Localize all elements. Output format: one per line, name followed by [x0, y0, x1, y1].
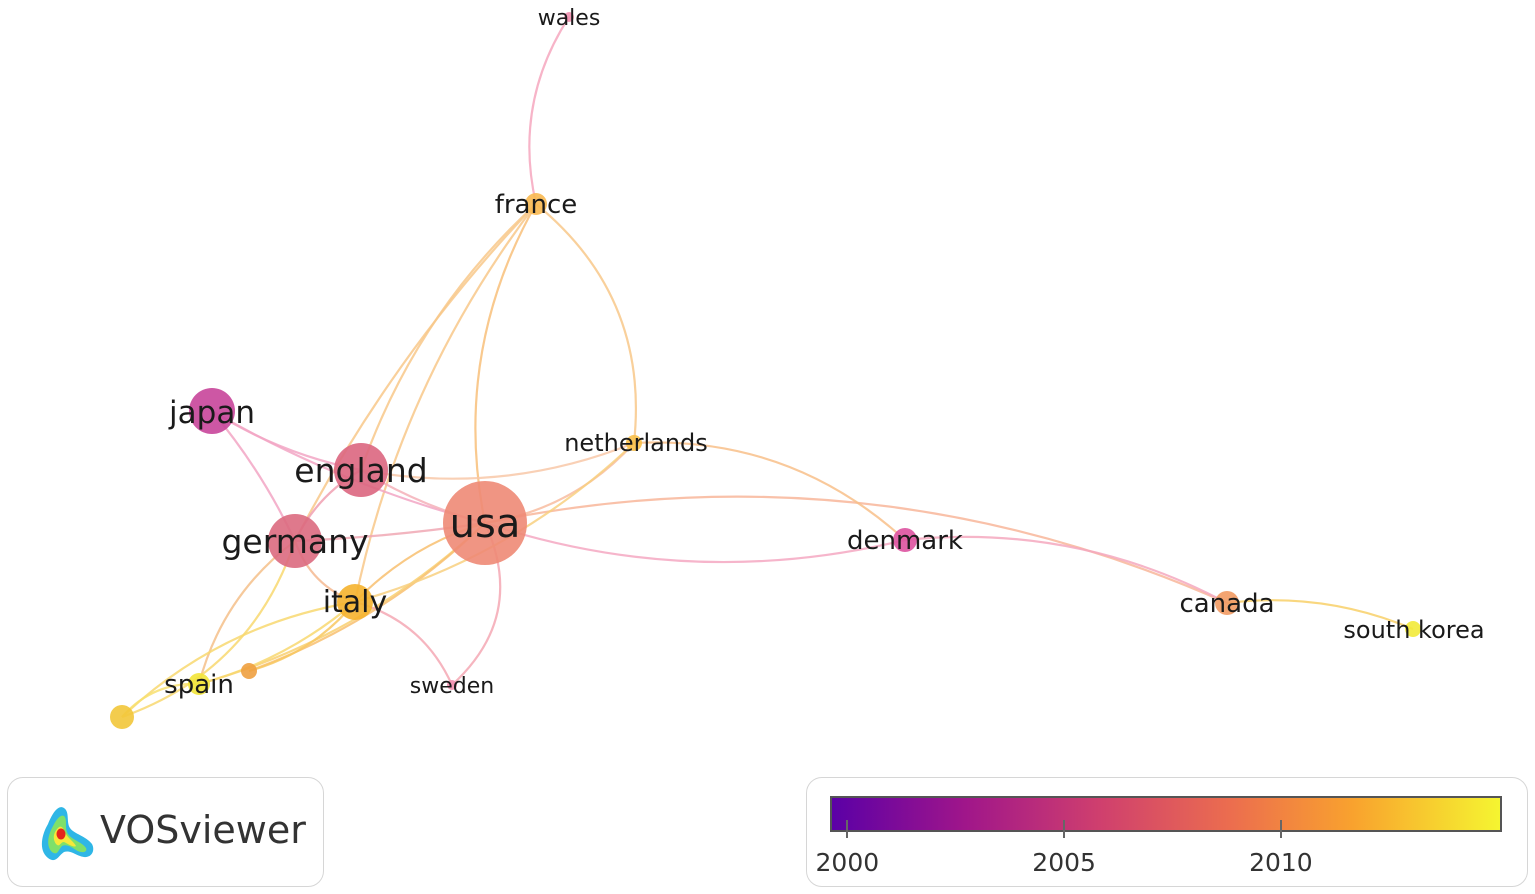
link-wales-france — [528, 16, 570, 205]
vosviewer-logo-icon — [41, 807, 94, 861]
node-label-denmark: denmark — [847, 526, 963, 556]
link-england-netherlands — [360, 441, 635, 480]
node-germany[interactable] — [268, 514, 322, 568]
tick-label-2005: 2005 — [1032, 848, 1096, 877]
tick-mark-2000 — [846, 820, 849, 838]
node-label-spain: spain — [164, 670, 234, 700]
node-unlabeled-a[interactable] — [241, 663, 257, 679]
link-canada-south_korea — [1226, 599, 1414, 631]
node-label-netherlands: netherlands — [564, 429, 708, 457]
node-unlabeled-b[interactable] — [110, 705, 134, 729]
node-south-korea[interactable] — [1405, 621, 1421, 637]
node-italy[interactable] — [337, 584, 373, 620]
node-label-south-korea: south korea — [1343, 616, 1484, 644]
node-label-usa: usa — [450, 501, 521, 547]
label-layer: wales france japan netherlands england usa ger… — [164, 6, 1484, 700]
vosviewer-logo-text: VOSviewer — [100, 808, 306, 852]
link-france-netherlands — [535, 203, 638, 444]
node-label-canada: canada — [1179, 589, 1274, 619]
node-label-france: france — [495, 190, 578, 220]
node-label-sweden: sweden — [410, 674, 494, 699]
vosviewer-logo-panel: VOSviewer — [7, 777, 324, 887]
tick-mark-2010 — [1279, 820, 1282, 838]
link-france-italy — [353, 203, 537, 603]
node-wales[interactable] — [564, 12, 574, 22]
node-label-wales: wales — [538, 6, 601, 31]
link-denmark-canada — [904, 535, 1228, 604]
node-netherlands[interactable] — [626, 435, 642, 451]
node-usa[interactable] — [443, 481, 527, 565]
node-label-japan: japan — [168, 395, 255, 431]
tick-label-2010: 2010 — [1249, 848, 1313, 877]
link-netherlands-denmark — [633, 441, 906, 541]
link-usa-denmark — [484, 521, 906, 564]
link-italy-spain — [198, 601, 356, 686]
link-unlabeled_b-italy — [121, 600, 356, 718]
link-usa-canada — [484, 495, 1228, 605]
color-legend-panel: 2000 2005 2010 — [806, 777, 1528, 887]
node-france[interactable] — [525, 193, 547, 215]
link-france-england — [359, 203, 537, 471]
color-scale-bar — [830, 796, 1502, 832]
node-layer — [110, 12, 1421, 729]
link-unlabeled_b-germany — [121, 540, 297, 719]
node-label-england: england — [294, 451, 427, 490]
link-france-germany — [294, 203, 537, 542]
node-england[interactable] — [334, 443, 388, 497]
node-denmark[interactable] — [893, 528, 917, 552]
node-sweden[interactable] — [447, 680, 457, 690]
node-label-italy: italy — [323, 585, 388, 620]
node-japan[interactable] — [189, 388, 235, 434]
node-canada[interactable] — [1215, 591, 1239, 615]
tick-label-2000: 2000 — [815, 848, 880, 877]
node-label-germany: germany — [221, 522, 368, 561]
node-spain[interactable] — [188, 673, 210, 695]
tick-mark-2005 — [1063, 820, 1066, 838]
